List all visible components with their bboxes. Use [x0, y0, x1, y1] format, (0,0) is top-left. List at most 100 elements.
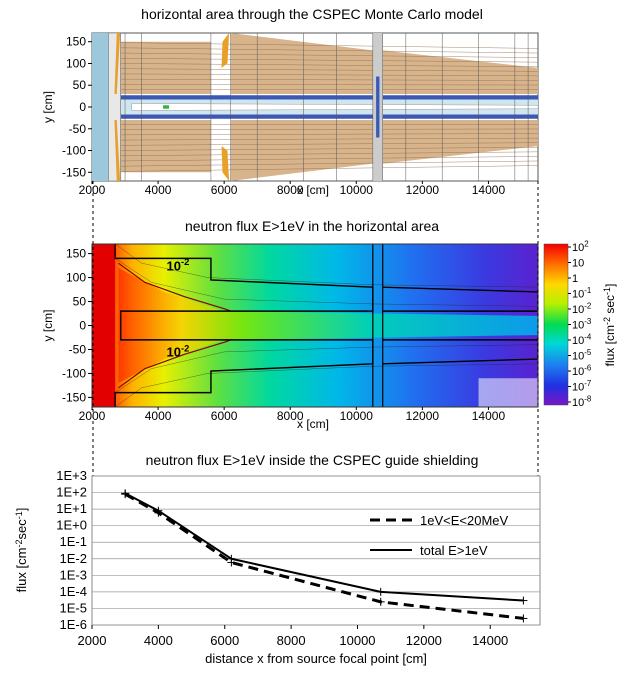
p1-xtick-label: 8000: [277, 183, 304, 197]
colorbar: [543, 243, 569, 406]
p1-ylabel: y [cm]: [41, 91, 55, 123]
colorbar-tick-label: 10-5: [572, 348, 592, 362]
p1-ytick-label: 100: [66, 56, 86, 70]
colorbar-tick-label: 10-6: [572, 364, 592, 378]
p2-xlabel: x [cm]: [297, 417, 329, 431]
flux-core-region: [118, 267, 538, 384]
colorbar-tick-label: 102: [572, 240, 589, 254]
shield-layer-line: [120, 160, 538, 167]
panel1-title: horizontal area through the CSPEC Monte …: [141, 6, 483, 22]
p3-xtick-label: 10000: [339, 633, 375, 648]
p3-xtick-label: 14000: [472, 633, 508, 648]
shield-layer-line: [120, 133, 538, 136]
colorbar-tick-label: 10-7: [572, 379, 591, 393]
shielding-upper-3: [382, 50, 538, 94]
p2-ytick-label: 0: [79, 319, 86, 333]
p1-xtick-label: 14000: [472, 183, 506, 197]
p3-ytick-label: 1E+3: [56, 468, 87, 483]
shield-layer-line: [120, 63, 538, 67]
colorbar-tick-label: 10: [572, 258, 584, 270]
p2-xtick-label: 4000: [145, 409, 172, 423]
p1-ytick-label: -100: [62, 144, 86, 158]
p2-ytick-label: -150: [62, 390, 86, 404]
p3-xtick-label: 2000: [78, 633, 107, 648]
flux-contour-line: [114, 258, 538, 307]
p2-xtick-label: 6000: [211, 409, 238, 423]
colorbar-tick-label: 1: [572, 273, 578, 285]
flux-contour-red-lower: [118, 339, 231, 389]
colorbar-tick-label: 10-8: [572, 395, 592, 409]
colorbar-label: flux [cm-2 sec-1]: [602, 284, 617, 367]
p2-ytick-label: 50: [73, 295, 87, 309]
shield-layer-line: [120, 47, 538, 54]
p1-ytick-label: 150: [66, 35, 86, 49]
colorbar-tick-label: 10-2: [572, 302, 591, 316]
p1-xtick-label: 10000: [340, 183, 374, 197]
guide-lower-wall: [120, 114, 538, 119]
p2-xtick-label: 12000: [406, 409, 440, 423]
p2-xtick-label: 8000: [277, 409, 304, 423]
shielding-lower-3: [382, 120, 538, 164]
p1-xlabel: x [cm]: [297, 183, 329, 197]
flux-contour-line: [114, 363, 538, 407]
colorbar-tick-label: 10-4: [572, 333, 592, 347]
panel2-title: neutron flux E>1eV in the horizontal are…: [184, 218, 440, 234]
shield-layer-line: [120, 73, 538, 77]
p3-ytick-label: 1E-4: [60, 584, 87, 599]
chopper-blade: [376, 76, 380, 138]
p3-ytick-label: 1E-5: [60, 600, 87, 615]
p3-ytick-label: 1E+2: [56, 485, 87, 500]
p3-ytick-label: 1E-2: [60, 551, 87, 566]
shield-layer-line: [120, 84, 538, 86]
panel3-plot: 1E+3 1E+21E+1 1E+01E-1 1E-21E-3 1E-41E-5 1E-6…: [14, 468, 541, 666]
contour-label: 10-2: [167, 257, 190, 273]
p3-xtick-label: 6000: [210, 633, 239, 648]
flux-contour-line: [114, 244, 538, 288]
p3-xtick-label: 4000: [144, 633, 173, 648]
p3-xlabel: distance x from source focal point [cm]: [205, 651, 427, 666]
flux-source-region: [92, 244, 116, 407]
shield-layer-line: [120, 151, 538, 156]
shield-layer-line: [120, 68, 538, 72]
colorbar-tick-label: 10-3: [572, 317, 592, 331]
shield-layer-line: [120, 165, 538, 172]
guide-start-marker: [163, 105, 170, 109]
p3-ytick-label: 1E+0: [56, 518, 87, 533]
geometry-outline-3: [382, 339, 538, 365]
p1-ytick-label: 0: [79, 100, 86, 114]
p3-xtick-label: 8000: [277, 633, 306, 648]
p1-xtick-label: 4000: [145, 183, 172, 197]
p2-ytick-label: 150: [66, 247, 86, 261]
p2-ylabel: y [cm]: [41, 310, 55, 342]
p3-xtick-label: 12000: [406, 633, 442, 648]
shield-layer-line: [120, 147, 538, 151]
p1-ytick-label: -50: [69, 122, 87, 136]
p2-xtick-label: 10000: [340, 409, 374, 423]
p2-ytick-label: -100: [62, 366, 86, 380]
bunker-wall: [108, 33, 122, 181]
panel2-plot: 10-2 10-2 150 100 50 0 -50 -100 -150 2000 4000 600…: [41, 240, 617, 431]
p1-ytick-label: 50: [73, 78, 87, 92]
shielding-upper-2: [230, 33, 373, 94]
monolith-region: [92, 33, 109, 181]
p2-ytick-label: -50: [69, 342, 87, 356]
flux-contour-line: [114, 344, 538, 393]
p3-ytick-label: 1E-3: [60, 567, 87, 582]
geometry-outline: [114, 244, 374, 407]
panel3-title: neutron flux E>1eV inside the CSPEC guid…: [145, 452, 479, 468]
orange-insert-lower: [114, 120, 121, 181]
flux-contour-red-upper: [118, 262, 231, 312]
p1-ytick-label: -150: [62, 165, 86, 179]
colorbar-tick-label: 10-1: [572, 286, 592, 300]
shield-layer-line: [120, 58, 538, 63]
p2-ytick-label: 100: [66, 271, 86, 285]
p1-xtick-label: 12000: [406, 183, 440, 197]
contour-label: 10-2: [167, 343, 190, 359]
geometry-outline-2: [382, 286, 538, 312]
series-line-0: [124, 492, 524, 620]
shielding-lower-1: [120, 120, 211, 173]
shield-layer-line: [120, 137, 538, 141]
legend-label-1: total E>1eV: [420, 543, 488, 558]
shield-layer-line: [120, 142, 538, 146]
